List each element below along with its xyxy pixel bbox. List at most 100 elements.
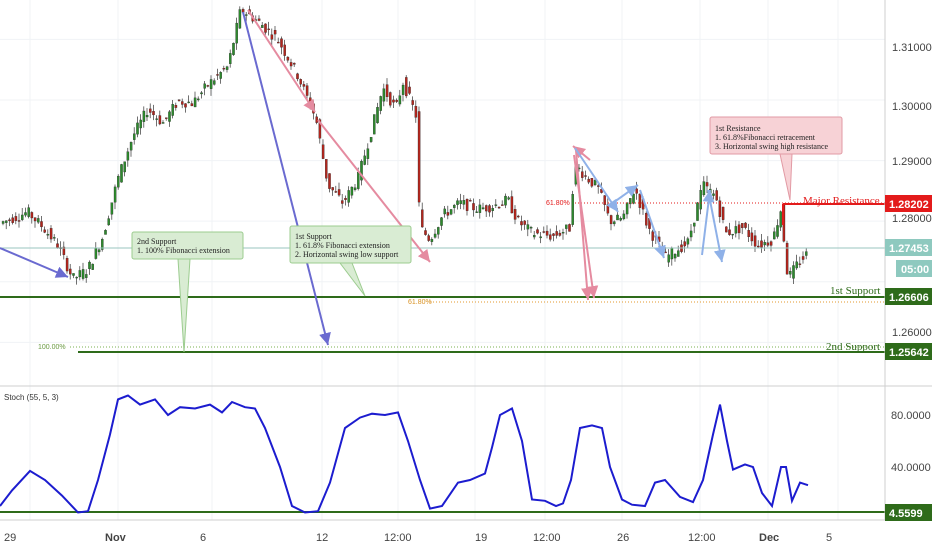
support2-fib-label: 100.00% [38, 344, 66, 351]
candle-body-229 [734, 226, 738, 234]
candle-body-194 [622, 213, 626, 220]
support2-level-label: 2nd Support [826, 341, 880, 353]
candle-body-227 [728, 229, 731, 235]
candle-body-115 [369, 137, 373, 142]
candle-body-41 [133, 133, 136, 140]
candle-body-100 [321, 144, 325, 159]
candle-body-80 [257, 18, 261, 21]
current-price: 1.27453 [889, 243, 929, 255]
candle-body-235 [753, 235, 757, 247]
y-tick-4: 1.26000 [892, 327, 932, 339]
candle-body-72 [232, 42, 235, 55]
candle-body-164 [526, 224, 530, 230]
candle-body-87 [280, 38, 283, 48]
candle-body-156 [501, 204, 504, 206]
countdown-tag [896, 260, 932, 277]
annotation-support1-line1: 1st Support [295, 232, 332, 241]
support2-price-tag [885, 343, 932, 360]
candle-body-47 [152, 111, 155, 116]
candle-body-128 [411, 100, 414, 105]
candle-body-73 [235, 22, 238, 44]
candle-body-160 [513, 209, 517, 220]
candle-body-76 [245, 14, 248, 16]
candle-body-35 [113, 186, 117, 203]
candle-body-34 [110, 202, 114, 215]
arrow-lblue-3 [639, 189, 666, 259]
candle-body-218 [699, 190, 702, 210]
candle-body-33 [107, 218, 110, 226]
arrow-drop-to-support2 [242, 11, 331, 346]
candle-body-230 [737, 224, 741, 234]
candle-body-167 [536, 229, 539, 234]
candle-body-145 [465, 198, 469, 211]
annotation-resistance-line3: 3. Horizontal swing high resistance [715, 142, 829, 151]
candle-body-217 [696, 202, 699, 221]
candle-body-144 [462, 200, 466, 205]
candle-body-121 [389, 92, 392, 106]
candle-body-69 [222, 68, 226, 70]
candle-body-248 [795, 261, 798, 269]
candle-body-20 [65, 258, 69, 272]
candle-body-226 [725, 226, 728, 233]
candle-body-158 [507, 197, 510, 200]
candle-body-143 [459, 200, 462, 205]
candle-body-175 [561, 232, 565, 234]
stoch-y-tick-1: 40.0000 [891, 462, 931, 474]
arrow-dec-pink-down [573, 154, 599, 299]
candle-body-36 [117, 175, 120, 188]
support1-level-label: 1st Support [830, 285, 880, 297]
countdown: 05:00 [901, 264, 929, 276]
candle-body-131 [421, 209, 424, 228]
candle-body-208 [667, 254, 670, 263]
candle-body-82 [264, 23, 267, 33]
candle-body-98 [315, 116, 318, 123]
resistance-fib-label: 61.80% [546, 200, 570, 207]
candle-body-133 [427, 235, 430, 241]
candle-body-231 [741, 223, 744, 229]
candle-body-11 [37, 218, 40, 223]
candle-body-66 [213, 80, 216, 85]
candle-body-247 [792, 265, 795, 279]
candle-body-24 [78, 270, 82, 278]
stoch-series [0, 394, 809, 514]
candle-body-5 [17, 220, 21, 222]
candle-body-184 [590, 178, 594, 187]
candle-body-136 [437, 227, 440, 235]
candle-body-222 [712, 193, 715, 196]
candle-body-123 [395, 99, 398, 102]
candle-body-225 [721, 206, 725, 220]
candle-body-162 [520, 221, 523, 226]
candle-body-126 [405, 77, 408, 97]
candle-body-68 [219, 72, 222, 79]
arrow-lblue-5 [707, 189, 726, 263]
candle-body-251 [805, 251, 808, 256]
candle-body-114 [366, 148, 370, 159]
annotation-support1: 1st Support 1. 61.8% Fibonacci extension… [289, 225, 412, 297]
candle-body-62 [200, 92, 203, 95]
candle-body-159 [510, 196, 514, 214]
candle-body-25 [81, 269, 85, 279]
annotation-resistance-line2: 1. 61.8%Fibonacci retracement [715, 133, 816, 142]
candle-body-22 [72, 273, 75, 276]
candle-body-125 [401, 84, 405, 95]
candle-body-134 [430, 239, 434, 242]
candle-body-37 [120, 164, 123, 183]
candle-body-177 [568, 224, 571, 232]
candle-body-57 [184, 103, 187, 108]
x-tick-0: 29 [4, 532, 16, 544]
candle-body-19 [62, 246, 66, 255]
candle-body-210 [673, 254, 677, 259]
y-tick-0: 1.31000 [892, 42, 932, 54]
candle-body-214 [686, 238, 690, 245]
candle-body-120 [385, 84, 389, 98]
arrow-left-entry [0, 247, 69, 278]
candle-body-51 [165, 117, 168, 119]
candle-body-122 [392, 99, 395, 103]
candle-body-148 [475, 211, 478, 213]
y-tick-3: 1.28000 [892, 213, 932, 225]
stoch-value-tag [885, 504, 932, 521]
candle-body-189 [606, 204, 610, 214]
candle-body-2 [8, 219, 11, 221]
candle-body-196 [629, 198, 632, 205]
